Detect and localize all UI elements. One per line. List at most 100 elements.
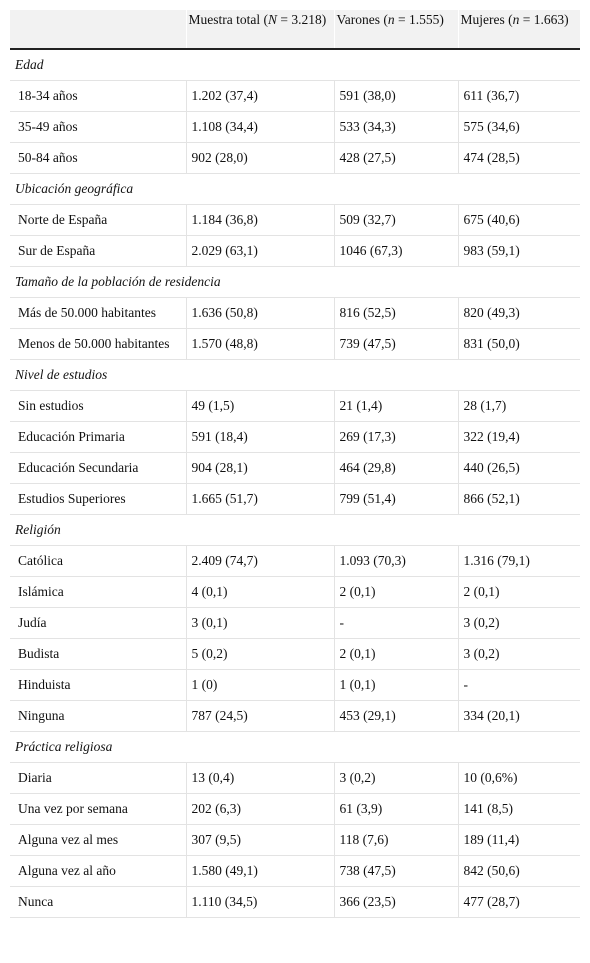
cell-value: 1.316 (79,1): [458, 545, 580, 577]
header-cell: Muestra total (N = 3.218): [186, 10, 335, 50]
cell-value: 1046 (67,3): [334, 235, 459, 267]
cell-value: 474 (28,5): [458, 142, 580, 174]
cell-value: 675 (40,6): [458, 204, 580, 236]
cell-value: 904 (28,1): [186, 452, 335, 484]
cell-value: 477 (28,7): [458, 886, 580, 918]
data-table: Muestra total (N = 3.218) Varones (n = 1.…: [10, 10, 580, 918]
cell-value: 983 (59,1): [458, 235, 580, 267]
data-row: Diaria 13 (0,4) 3 (0,2) 10 (0,6%): [10, 762, 580, 794]
cell-value: 2.029 (63,1): [186, 235, 335, 267]
cell-value: 575 (34,6): [458, 111, 580, 143]
cell-value: 428 (27,5): [334, 142, 459, 174]
row-label: Católica: [10, 545, 187, 577]
header-italic: n: [512, 12, 520, 27]
cell-value: 799 (51,4): [334, 483, 459, 515]
cell-value: 1.636 (50,8): [186, 297, 335, 329]
header-cell: Mujeres (n = 1.663): [458, 10, 580, 50]
data-row: Más de 50.000 habitantes 1.636 (50,8) 816 …: [10, 297, 580, 329]
cell-value: 739 (47,5): [334, 328, 459, 360]
row-label: Ninguna: [10, 700, 187, 732]
cell-value: 820 (49,3): [458, 297, 580, 329]
header-text: Mujeres (: [460, 12, 513, 27]
row-label: Budista: [10, 638, 187, 670]
cell-value: 61 (3,9): [334, 793, 459, 825]
row-label: Judía: [10, 607, 187, 639]
header-text: Varones (: [336, 12, 388, 27]
cell-value: 2.409 (74,7): [186, 545, 335, 577]
cell-value: 509 (32,7): [334, 204, 459, 236]
cell-value: 1.580 (49,1): [186, 855, 335, 887]
row-label: Sur de España: [10, 235, 187, 267]
row-label: Alguna vez al año: [10, 855, 187, 887]
section-row: Tamaño de la población de residencia: [10, 266, 580, 298]
cell-value: 1.202 (37,4): [186, 80, 335, 112]
row-label: Nunca: [10, 886, 187, 918]
data-row: 50-84 años 902 (28,0) 428 (27,5) 474 (28,5): [10, 142, 580, 174]
cell-value: 1 (0): [186, 669, 335, 701]
data-row: Alguna vez al mes 307 (9,5) 118 (7,6) 189 (…: [10, 824, 580, 856]
data-row: Una vez por semana 202 (6,3) 61 (3,9) 141 (…: [10, 793, 580, 825]
cell-value: 1.108 (34,4): [186, 111, 335, 143]
cell-value: 453 (29,1): [334, 700, 459, 732]
cell-value: 2 (0,1): [334, 576, 459, 608]
row-label: Más de 50.000 habitantes: [10, 297, 187, 329]
data-row: Estudios Superiores 1.665 (51,7) 799 (51,4…: [10, 483, 580, 515]
cell-value: 440 (26,5): [458, 452, 580, 484]
row-label: Alguna vez al mes: [10, 824, 187, 856]
row-label: Sin estudios: [10, 390, 187, 422]
cell-value: 2 (0,1): [458, 576, 580, 608]
cell-value: 3 (0,2): [334, 762, 459, 794]
section-row: Edad: [10, 49, 580, 81]
row-label: 18-34 años: [10, 80, 187, 112]
cell-value: 831 (50,0): [458, 328, 580, 360]
header-text: = 1.663): [519, 12, 569, 27]
header-cell: [10, 10, 187, 50]
cell-value: 1.093 (70,3): [334, 545, 459, 577]
table-body: Edad 18-34 años 1.202 (37,4) 591 (38,0) 611 …: [10, 49, 580, 918]
header-italic: N: [267, 12, 277, 27]
cell-value: 1.184 (36,8): [186, 204, 335, 236]
header-text: Muestra total (: [188, 12, 268, 27]
cell-value: 3 (0,2): [458, 607, 580, 639]
cell-value: 591 (38,0): [334, 80, 459, 112]
cell-value: 2 (0,1): [334, 638, 459, 670]
data-row: Hinduista 1 (0) 1 (0,1) -: [10, 669, 580, 701]
data-row: Alguna vez al año 1.580 (49,1) 738 (47,5) 8…: [10, 855, 580, 887]
cell-value: 322 (19,4): [458, 421, 580, 453]
data-row: Menos de 50.000 habitantes 1.570 (48,8) 73…: [10, 328, 580, 360]
data-row: Ninguna 787 (24,5) 453 (29,1) 334 (20,1): [10, 700, 580, 732]
data-row: Norte de España 1.184 (36,8) 509 (32,7) 675…: [10, 204, 580, 236]
row-label: Una vez por semana: [10, 793, 187, 825]
cell-value: 1.665 (51,7): [186, 483, 335, 515]
cell-value: 738 (47,5): [334, 855, 459, 887]
cell-value: 533 (34,3): [334, 111, 459, 143]
cell-value: 1 (0,1): [334, 669, 459, 701]
header-cell: Varones (n = 1.555): [334, 10, 459, 50]
cell-value: 866 (52,1): [458, 483, 580, 515]
row-label: Estudios Superiores: [10, 483, 187, 515]
header-row: Muestra total (N = 3.218) Varones (n = 1.…: [10, 10, 580, 50]
row-label: 50-84 años: [10, 142, 187, 174]
data-row: Educación Primaria 591 (18,4) 269 (17,3) 32…: [10, 421, 580, 453]
cell-value: 591 (18,4): [186, 421, 335, 453]
cell-value: 3 (0,1): [186, 607, 335, 639]
cell-value: 202 (6,3): [186, 793, 335, 825]
header-italic: n: [387, 12, 395, 27]
cell-value: 49 (1,5): [186, 390, 335, 422]
cell-value: 366 (23,5): [334, 886, 459, 918]
cell-value: -: [458, 669, 580, 701]
data-row: Católica 2.409 (74,7) 1.093 (70,3) 1.316 (7…: [10, 545, 580, 577]
data-row: Sin estudios 49 (1,5) 21 (1,4) 28 (1,7): [10, 390, 580, 422]
data-row: 18-34 años 1.202 (37,4) 591 (38,0) 611 (36,…: [10, 80, 580, 112]
cell-value: 4 (0,1): [186, 576, 335, 608]
data-row: 35-49 años 1.108 (34,4) 533 (34,3) 575 (34,…: [10, 111, 580, 143]
cell-value: 902 (28,0): [186, 142, 335, 174]
cell-value: 13 (0,4): [186, 762, 335, 794]
cell-value: 269 (17,3): [334, 421, 459, 453]
section-title: Práctica religiosa: [10, 731, 580, 763]
section-row: Religión: [10, 514, 580, 546]
cell-value: 3 (0,2): [458, 638, 580, 670]
section-title: Ubicación geográfica: [10, 173, 580, 205]
data-row: Nunca 1.110 (34,5) 366 (23,5) 477 (28,7): [10, 886, 580, 918]
